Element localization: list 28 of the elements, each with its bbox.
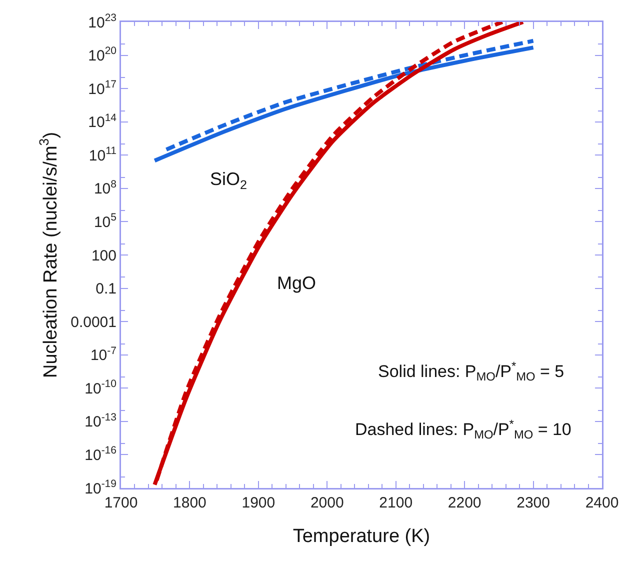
y-tick-label: 10$^{-10}$ [84, 378, 117, 398]
y-tick-label: 10$^{23}$ [88, 12, 117, 32]
y-tick-label: 10$^{-7}$ [90, 344, 117, 364]
y-tick-label: 10$^{11}$ [88, 145, 117, 164]
x-tick-label: 2200 [448, 494, 482, 512]
x-axis-title: Temperature (K) [292, 526, 430, 548]
x-tick-label: 1800 [173, 494, 206, 512]
y-tick-label: 10$^{5}$ [94, 212, 117, 231]
y-tick-label: 0.0001 [70, 314, 116, 331]
x-tick-label: 2300 [516, 494, 550, 512]
x-tick-label: 2400 [585, 494, 619, 512]
y-tick-label: 10$^{17}$ [88, 78, 117, 98]
x-tick-label: 2100 [379, 494, 413, 512]
y-tick-label: 10$^{-13}$ [84, 411, 117, 431]
annotation: Dashed lines: P$_{MO}$/P$^{*}$$_{MO}$ = 10 [355, 417, 572, 442]
y-tick-label: 10$^{-16}$ [84, 444, 117, 464]
y-tick-label: 10$^{20}$ [88, 45, 117, 65]
y-tick-label: 10$^{14}$ [88, 112, 117, 132]
annotation: MgO [277, 273, 316, 293]
y-tick-label: 10$^{8}$ [94, 178, 117, 198]
x-tick-label: 2000 [310, 494, 344, 512]
y-tick-label: 10$^{-19}$ [84, 478, 117, 498]
annotation: Solid lines: P$_{MO}$/P$^{*}$$_{MO}$ = 5 [378, 359, 564, 384]
x-tick-label: 1900 [242, 494, 276, 512]
annotation: SiO$_{2}$ [210, 169, 248, 192]
y-tick-label: 0.1 [96, 280, 116, 298]
y-tick-label: 100 [91, 247, 116, 264]
x-tick-label: 1700 [104, 494, 138, 512]
